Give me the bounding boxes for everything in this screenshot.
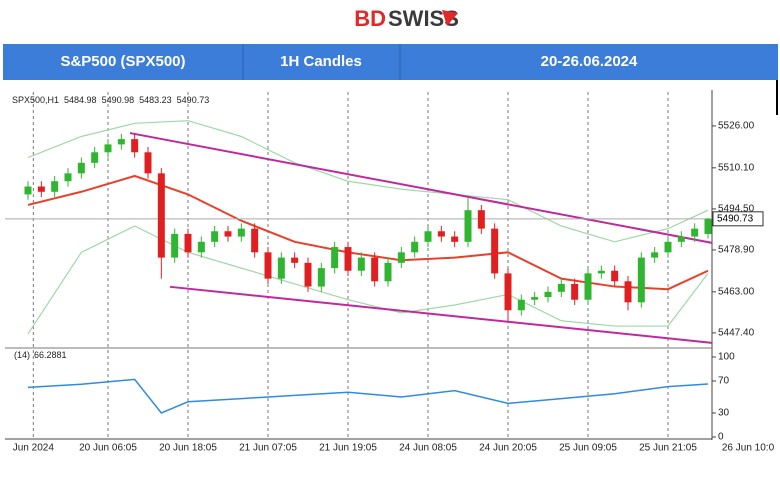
candle-body [611,270,619,282]
candle-body [411,241,419,253]
candle-body [184,233,192,253]
header-cell: 1H Candles [280,53,362,70]
y-tick-label: 100 [718,352,735,363]
candle-body [104,144,112,153]
candle-body [624,281,632,303]
candle-body [437,231,445,237]
candle-body [291,257,299,263]
candle-body [77,162,85,174]
header-cell: 20-26.06.2024 [541,53,638,70]
candle-body [677,236,685,242]
candle-body [517,299,525,311]
candle-body [371,257,379,282]
candle-body [264,252,272,279]
indicator-name: (14) [14,350,30,360]
x-tick-label: 24 Jun 20:05 [479,443,537,454]
candle-body [491,228,499,274]
info-value: 5483.23 [139,95,172,105]
indicator-value: 66.2881 [34,350,67,360]
candle-body [237,228,245,237]
candle-body [144,152,152,174]
x-tick-label: 24 Jun 08:05 [399,443,457,454]
candle-body [544,291,552,298]
header-bar [3,44,778,80]
candle-body [51,181,59,192]
candle-body [224,231,232,237]
x-tick-label: 21 Jun 07:05 [239,443,297,454]
info-value: 5484.98 [64,95,97,105]
x-tick-label: 26 Jun 10:0 [722,443,775,454]
candle-body [464,210,472,242]
candle-body [637,257,645,303]
x-tick-label: 25 Jun 21:05 [639,443,697,454]
y-tick-label: 5463.00 [718,286,755,297]
series-line [169,285,713,344]
info-value: 5490.98 [102,95,135,105]
candle-body [691,228,699,237]
candle-body [24,186,32,195]
candle-body [357,257,365,271]
series-line [27,174,709,291]
info-value: 5490.73 [177,95,210,105]
y-tick-label: 5478.90 [718,245,755,256]
brand-bd: BD [354,6,386,31]
candle-body [557,283,565,292]
candle-body [197,241,205,253]
y-tick-label: 5526.00 [718,121,755,132]
candle-body [397,252,405,263]
x-tick-label: 21 Jun 19:05 [319,443,377,454]
brand-arrow [442,10,458,26]
y-tick-label: 5510.10 [718,162,755,173]
candle-body [277,257,285,279]
candle-body [451,236,459,242]
x-tick-label: 20 Jun 06:05 [79,443,137,454]
candle-body [157,173,165,258]
series-line [27,225,709,335]
candle-body [171,233,179,258]
x-tick-label: 25 Jun 09:05 [559,443,617,454]
info-line: SPX500,H1 5484.98 5490.98 5483.23 5490.73 [12,95,209,105]
candle-body [317,268,325,287]
y-tick-label: 5447.40 [718,328,755,339]
candle-body [37,186,45,192]
candle-body [384,262,392,282]
candle-body [344,247,352,271]
candle-body [704,218,712,234]
y-tick-label: 30 [718,408,730,419]
plot: Jun 2024 20 Jun 06:05 20 Jun 18:05 21 Jun 0… [5,90,775,454]
y-tick-label: 0 [718,432,724,443]
header-cell: S&P500 (SPX500) [60,53,185,70]
x-tick-label: Jun 2024 [13,443,55,454]
y-tick-label: 70 [718,376,730,387]
candle-body [571,283,579,300]
candle-body [424,231,432,242]
candle-body [597,270,605,274]
candle-body [477,210,485,229]
candle-body [531,297,539,300]
candle-body [64,173,72,182]
candle-body [651,252,659,258]
candle-body [251,228,259,253]
candle-body [664,241,672,253]
series-line [27,120,709,243]
price-tag [712,211,764,227]
series-line [129,132,713,244]
candle-body [211,231,219,242]
candle-body [304,262,312,287]
candle-body [131,139,139,153]
candle-body [331,247,339,269]
candle-body [584,273,592,300]
price-tag-label: 5490.73 [717,213,754,224]
candle-body [504,273,512,311]
x-tick-label: 20 Jun 18:05 [159,443,217,454]
candle-body [117,139,125,145]
series-line [27,378,709,414]
indicator-label: (14) 66.2881 [14,350,67,360]
y-tick-label: 5494.50 [718,204,755,215]
info-value: SPX500,H1 [12,95,59,105]
candle-body [91,152,99,163]
